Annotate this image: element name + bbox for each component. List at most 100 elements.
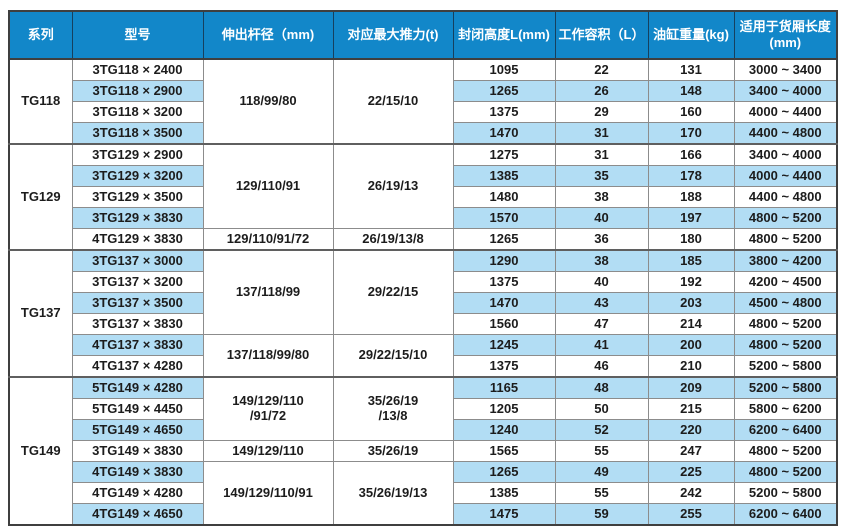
table-body: TG118 3TG118 × 2400 118/99/80 22/15/10 1095 2… [8,58,838,526]
table-header: 系列 型号 伸出杆径（mm) 对应最大推力(t) 封闭高度L(mm) 工作容积（… [8,10,838,60]
table-row: 4TG149 × 3830 149/129/110/91 35/26/19/13 12… [9,461,838,526]
header-model: 型号 [71,10,204,60]
closed-height-cell: 1470 [452,292,556,314]
volume-cell: 59 [554,503,649,526]
header-closed-height: 封闭高度L(mm) [452,10,556,60]
header-box-length: 适用于货厢长度 (mm) [733,10,838,60]
weight-cell: 197 [647,207,735,229]
model-cell: 5TG149 × 4280 [71,376,204,399]
weight-cell: 178 [647,165,735,187]
header-working-volume: 工作容积（L） [554,10,649,60]
weight-cell: 170 [647,122,735,145]
series-cell: TG137 [8,249,73,378]
closed-height-cell: 1165 [452,376,556,399]
model-cell: 4TG137 × 3830 [71,334,204,356]
table-row: 3TG129 × 3500 1480 38 188 4400 ~ 4800 [9,186,838,208]
volume-cell: 41 [554,334,649,356]
closed-height-cell: 1290 [452,249,556,272]
volume-cell: 50 [554,398,649,420]
model-cell: 3TG118 × 3200 [71,101,204,123]
box-length-cell: 5200 ~ 5800 [733,355,838,378]
weight-cell: 160 [647,101,735,123]
rod-diameter-cell: 149/129/110 [202,440,334,462]
volume-cell: 47 [554,313,649,335]
weight-cell: 200 [647,334,735,356]
volume-cell: 49 [554,461,649,483]
rod-diameter-cell: 149/129/110/91 [202,461,334,526]
rod-diameter-cell: 129/110/91/72 [202,228,334,251]
model-cell: 4TG149 × 4280 [71,482,204,504]
header-series: 系列 [8,10,73,60]
model-cell: 3TG137 × 3830 [71,313,204,335]
box-length-cell: 4200 ~ 4500 [733,271,838,293]
thrust-cell: 35/26/19/13 [332,461,454,526]
volume-cell: 36 [554,228,649,251]
thrust-cell: 35/26/19 /13/8 [332,376,454,441]
weight-cell: 203 [647,292,735,314]
weight-cell: 210 [647,355,735,378]
table-row: 4TG137 × 4280 1375 46 210 5200 ~ 5800 [9,355,838,378]
box-length-cell: 6200 ~ 6400 [733,419,838,441]
volume-cell: 29 [554,101,649,123]
weight-cell: 242 [647,482,735,504]
volume-cell: 22 [554,58,649,81]
model-cell: 5TG149 × 4450 [71,398,204,420]
table-row: TG137 3TG137 × 3000 137/118/99 29/22/15 1290… [8,249,838,378]
box-length-cell: 4800 ~ 5200 [733,207,838,229]
box-length-cell: 5200 ~ 5800 [733,376,838,399]
model-cell: 3TG137 × 3000 [71,249,204,272]
closed-height-cell: 1275 [452,143,556,166]
closed-height-cell: 1570 [452,207,556,229]
closed-height-cell: 1205 [452,398,556,420]
series-cell: TG149 [8,376,73,526]
volume-cell: 52 [554,419,649,441]
model-cell: 3TG129 × 3200 [71,165,204,187]
box-length-cell: 6200 ~ 6400 [733,503,838,526]
box-length-cell: 4500 ~ 4800 [733,292,838,314]
model-cell: 3TG129 × 3830 [71,207,204,229]
closed-height-cell: 1265 [452,228,556,251]
box-length-cell: 4800 ~ 5200 [733,461,838,483]
table-row: 3TG149 × 3830 149/129/110 35/26/19 1565 55 24… [9,440,838,462]
model-cell: 3TG118 × 3500 [71,122,204,145]
table-row: 4TG129 × 3830 129/110/91/72 26/19/13/8 1265… [9,228,838,251]
box-length-cell: 5800 ~ 6200 [733,398,838,420]
table-row: 3TG129 × 3830 1570 40 197 4800 ~ 5200 [9,207,838,229]
table-row: 3TG118 × 2900 1265 26 148 3400 ~ 4000 [9,80,838,102]
header-rod-diameter: 伸出杆径（mm) [202,10,334,60]
table-row: 4TG149 × 4280 1385 55 242 5200 ~ 5800 [9,482,838,504]
model-cell: 4TG149 × 4650 [71,503,204,526]
weight-cell: 225 [647,461,735,483]
closed-height-cell: 1375 [452,101,556,123]
closed-height-cell: 1475 [452,503,556,526]
closed-height-cell: 1565 [452,440,556,462]
table-row: 3TG129 × 3200 1385 35 178 4000 ~ 4400 [9,165,838,187]
box-length-cell: 4400 ~ 4800 [733,186,838,208]
model-cell: 3TG149 × 3830 [71,440,204,462]
volume-cell: 31 [554,122,649,145]
volume-cell: 48 [554,376,649,399]
closed-height-cell: 1265 [452,461,556,483]
closed-height-cell: 1385 [452,482,556,504]
closed-height-cell: 1245 [452,334,556,356]
weight-cell: 166 [647,143,735,166]
table-row: 4TG137 × 3830 137/118/99/80 29/22/15/10 124… [9,334,838,378]
volume-cell: 55 [554,440,649,462]
volume-cell: 40 [554,271,649,293]
box-length-cell: 4800 ~ 5200 [733,313,838,335]
volume-cell: 38 [554,249,649,272]
thrust-cell: 22/15/10 [332,58,454,145]
weight-cell: 131 [647,58,735,81]
box-length-cell: 4800 ~ 5200 [733,228,838,251]
weight-cell: 209 [647,376,735,399]
volume-cell: 46 [554,355,649,378]
closed-height-cell: 1095 [452,58,556,81]
weight-cell: 192 [647,271,735,293]
closed-height-cell: 1265 [452,80,556,102]
model-cell: 3TG118 × 2400 [71,58,204,81]
model-cell: 5TG149 × 4650 [71,419,204,441]
rod-diameter-cell: 137/118/99 [202,249,334,335]
thrust-cell: 35/26/19 [332,440,454,462]
table-row: 5TG149 × 4450 1205 50 215 5800 ~ 6200 [9,398,838,420]
weight-cell: 247 [647,440,735,462]
